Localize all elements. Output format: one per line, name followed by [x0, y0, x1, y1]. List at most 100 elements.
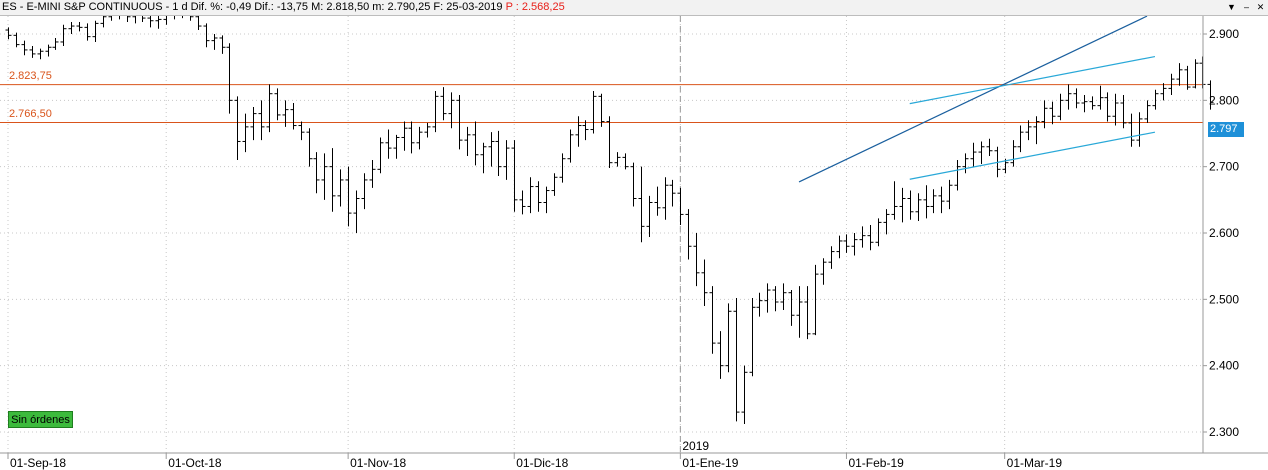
ohlc-bar — [234, 96, 241, 161]
ohlc-bar — [313, 152, 320, 194]
ohlc-bar — [1010, 140, 1017, 167]
ohlc-bar — [662, 177, 669, 220]
ohlc-bar — [812, 264, 819, 336]
ohlc-bar — [575, 116, 582, 147]
ohlc-bar — [930, 189, 937, 214]
y-tick-label: 2.300 — [1209, 425, 1239, 439]
ohlc-bar — [52, 37, 59, 50]
ohlc-bar — [258, 100, 265, 141]
ohlc-bar — [13, 32, 20, 48]
ohlc-bar — [590, 91, 597, 134]
ohlc-bar — [456, 95, 463, 150]
ohlc-bar — [717, 331, 724, 379]
ohlc-bar — [480, 142, 487, 174]
x-tick-label: 01-Feb-19 — [848, 456, 904, 470]
ohlc-bar — [182, 16, 183, 19]
y-tick-label: 2.500 — [1209, 292, 1239, 306]
ohlc-bar — [1184, 65, 1191, 90]
ohlc-bar — [1168, 73, 1175, 96]
ohlc-bar — [163, 16, 167, 25]
ohlc-bar — [851, 233, 858, 256]
ohlc-bar — [5, 27, 12, 40]
ohlc-bar — [424, 122, 431, 138]
ohlc-bar — [828, 246, 835, 269]
dropdown-arrow-icon[interactable]: ▼ — [1227, 2, 1236, 12]
ohlc-bar — [174, 16, 175, 20]
ohlc-bar — [488, 132, 495, 167]
ohlc-bar — [1089, 96, 1096, 110]
ohlc-bar — [1097, 85, 1104, 110]
x-tick-label: 01-Sep-18 — [10, 456, 66, 470]
ohlc-bar — [282, 100, 289, 127]
ohlc-bar — [306, 128, 313, 167]
ohlc-bar — [954, 160, 961, 191]
ohlc-bar — [749, 298, 756, 377]
ohlc-bar — [385, 129, 392, 159]
ohlc-bar — [693, 233, 700, 287]
minimize-button[interactable]: – — [1243, 2, 1249, 12]
year-label: 2019 — [682, 439, 709, 453]
ohlc-bar — [772, 286, 779, 312]
ohlc-bar — [21, 40, 28, 56]
ohlc-bar — [756, 292, 763, 317]
ohlc-bar — [970, 142, 977, 167]
ohlc-bar — [511, 140, 518, 212]
ohlc-bar — [654, 186, 661, 216]
ohlc-bar — [804, 286, 811, 340]
ohlc-bar — [677, 187, 684, 226]
current-price-badge: 2.797 — [1208, 122, 1244, 137]
ohlc-bar — [915, 193, 922, 222]
ohlc-bar — [780, 283, 787, 310]
ohlc-bar — [147, 16, 154, 28]
x-axis: 01-Sep-18 01-Oct-18 01-Nov-18 01-Dic-18 01-E… — [7, 453, 1062, 470]
ohlc-bar — [551, 173, 558, 196]
ohlc-bar — [242, 113, 249, 153]
ohlc-bar — [1120, 95, 1127, 129]
ohlc-bar — [883, 209, 890, 235]
x-tick-label: 01-Nov-18 — [350, 456, 406, 470]
ohlc-bars — [5, 16, 1214, 425]
ohlc-bar — [1176, 63, 1183, 86]
ohlc-bar — [401, 121, 408, 151]
ohlc-bar — [1033, 116, 1040, 145]
ohlc-bar — [29, 45, 36, 58]
window-titlebar: ES - E-MINI S&P CONTINUOUS - 1 d Dif. %:… — [0, 0, 1268, 16]
ohlc-bar — [701, 259, 708, 306]
y-tick-label: 2.900 — [1209, 27, 1239, 41]
trendlines — [798, 16, 1156, 183]
ohlc-bar — [622, 153, 629, 170]
ohlc-bar — [393, 134, 400, 159]
ohlc-bar — [519, 190, 526, 215]
ohlc-bar — [1152, 89, 1159, 110]
ohlc-bar — [142, 16, 146, 23]
ohlc-bar — [298, 121, 305, 141]
price-chart[interactable]: 2019 2.900 2.800 2.700 2.600 2.500 2.400 2.300… — [0, 16, 1268, 470]
ohlc-bar — [567, 129, 574, 163]
ohlc-bar — [361, 173, 368, 210]
ohlc-bar — [211, 34, 218, 50]
ohlc-bar — [543, 186, 550, 214]
ohlc-bar — [274, 88, 281, 121]
trendline — [909, 131, 1156, 180]
ohlc-bar — [685, 209, 692, 260]
ohlc-bar — [440, 87, 447, 121]
y-tick-label: 2.800 — [1209, 93, 1239, 107]
ohlc-bar — [37, 48, 44, 60]
ohlc-bar — [250, 106, 257, 141]
ohlc-bar — [1104, 92, 1111, 122]
ohlc-bar — [559, 153, 566, 183]
no-orders-button[interactable]: Sin órdenes — [8, 411, 73, 428]
ohlc-bar — [875, 218, 882, 247]
ohlc-bar — [535, 181, 542, 212]
ohlc-bar — [630, 162, 637, 207]
ohlc-bar — [725, 303, 732, 373]
close-button[interactable]: ✕ — [1256, 2, 1265, 12]
ohlc-bar — [820, 258, 827, 285]
ohlc-bar — [369, 160, 376, 188]
ohlc-bar — [859, 226, 866, 248]
ohlc-bar — [986, 138, 993, 157]
ohlc-bar — [203, 23, 210, 48]
chart-grid: 2019 — [0, 16, 1203, 453]
ohlc-bar — [891, 181, 898, 220]
y-tick-label: 2.400 — [1209, 359, 1239, 373]
